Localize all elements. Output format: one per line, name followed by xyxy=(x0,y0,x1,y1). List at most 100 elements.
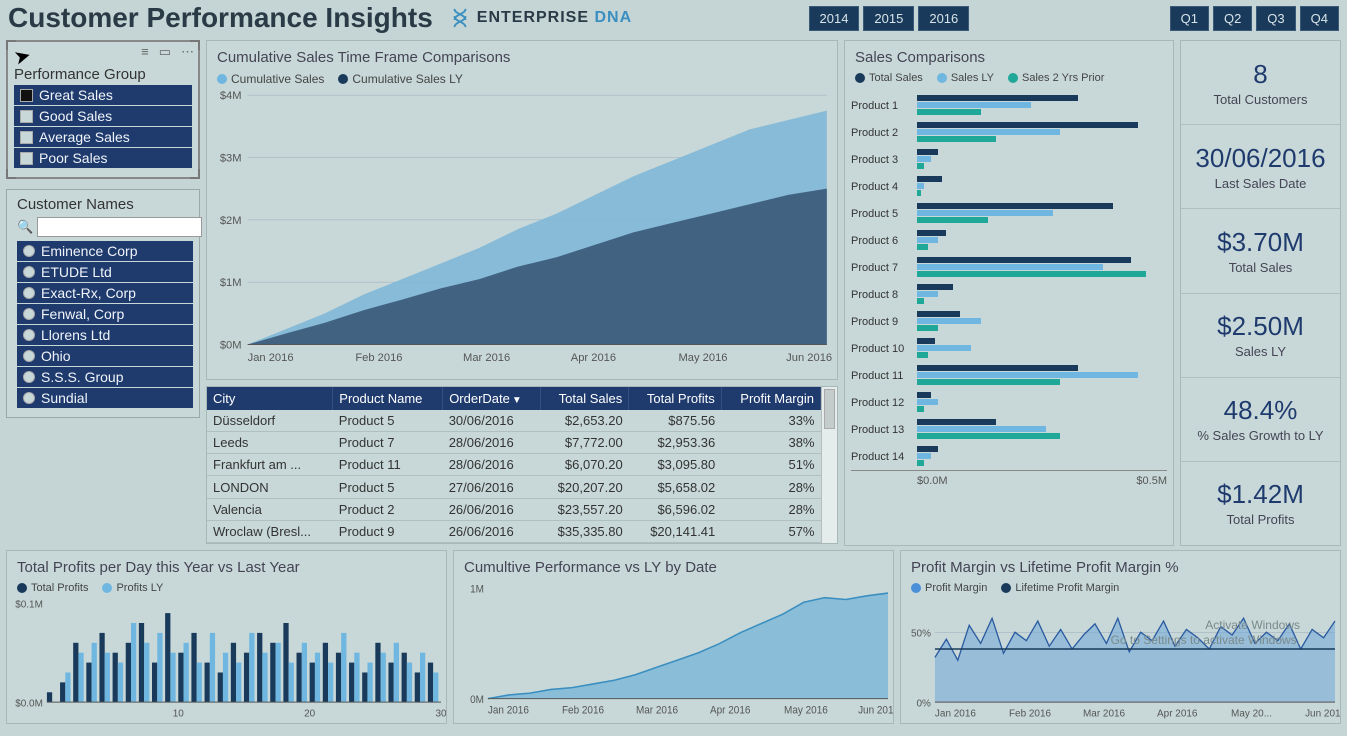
legend-item: Sales LY xyxy=(937,72,994,84)
svg-text:Apr 2016: Apr 2016 xyxy=(710,705,751,716)
sales-cmp-title: Sales Comparisons xyxy=(845,41,1173,70)
page-title: Customer Performance Insights xyxy=(8,2,433,34)
dna-icon xyxy=(449,7,471,29)
customer-item[interactable]: Llorens Ltd xyxy=(17,325,193,345)
legend-item: Sales 2 Yrs Prior xyxy=(1008,72,1104,84)
svg-text:$0.0M: $0.0M xyxy=(15,698,43,709)
table-row[interactable]: ValenciaProduct 226/06/2016$23,557.20$6,… xyxy=(207,498,821,520)
year-button-2014[interactable]: 2014 xyxy=(809,6,860,31)
year-buttons: 201420152016 xyxy=(809,6,970,31)
quarter-buttons: Q1Q2Q3Q4 xyxy=(1170,6,1339,31)
product-row[interactable]: Product 14 xyxy=(851,443,1167,470)
svg-text:$3M: $3M xyxy=(220,153,242,165)
customer-names-title: Customer Names xyxy=(17,196,193,213)
profit-margin-chart[interactable]: Profit Margin vs Lifetime Profit Margin … xyxy=(900,550,1341,724)
svg-text:$1M: $1M xyxy=(220,277,242,289)
svg-text:Jun 2016: Jun 2016 xyxy=(858,705,893,716)
svg-text:Jun 2016: Jun 2016 xyxy=(786,352,832,364)
product-row[interactable]: Product 13 xyxy=(851,416,1167,443)
perf-group-title: Performance Group xyxy=(14,66,192,83)
svg-text:Jun 2016: Jun 2016 xyxy=(1305,709,1340,720)
table-header[interactable]: Total Sales xyxy=(541,387,629,410)
table-header[interactable]: Profit Margin xyxy=(721,387,820,410)
svg-text:0%: 0% xyxy=(917,698,931,709)
table-header[interactable]: City xyxy=(207,387,333,410)
customer-item[interactable]: Fenwal, Corp xyxy=(17,304,193,324)
perf-group-item[interactable]: Good Sales xyxy=(14,106,192,126)
focus-icon[interactable]: ▭ xyxy=(159,44,171,60)
svg-text:Mar 2016: Mar 2016 xyxy=(463,352,510,364)
product-row[interactable]: Product 1 xyxy=(851,92,1167,119)
cumulative-chart-title: Cumulative Sales Time Frame Comparisons xyxy=(207,41,837,70)
table-header[interactable]: Total Profits xyxy=(629,387,722,410)
profits-per-day-chart[interactable]: Total Profits per Day this Year vs Last … xyxy=(6,550,447,724)
legend-item: Cumulative Sales xyxy=(217,72,324,86)
product-row[interactable]: Product 9 xyxy=(851,308,1167,335)
product-row[interactable]: Product 8 xyxy=(851,281,1167,308)
sort-desc-icon: ▼ xyxy=(512,395,522,406)
svg-text:Apr 2016: Apr 2016 xyxy=(1157,709,1198,720)
performance-group-slicer[interactable]: ≡ ▭ ⋯ Performance Group Great SalesGood … xyxy=(6,40,200,179)
svg-text:10: 10 xyxy=(173,709,184,720)
kpi-card: 30/06/2016Last Sales Date xyxy=(1181,125,1340,209)
customer-item[interactable]: Ohio xyxy=(17,346,193,366)
product-row[interactable]: Product 3 xyxy=(851,146,1167,173)
customer-item[interactable]: ETUDE Ltd xyxy=(17,262,193,282)
sales-comparisons-chart[interactable]: Sales Comparisons Total SalesSales LYSal… xyxy=(844,40,1174,546)
quarter-button-Q2[interactable]: Q2 xyxy=(1213,6,1252,31)
svg-text:20: 20 xyxy=(304,709,315,720)
product-row[interactable]: Product 5 xyxy=(851,200,1167,227)
drag-icon[interactable]: ≡ xyxy=(141,44,149,60)
orders-table[interactable]: CityProduct NameOrderDate▼Total SalesTot… xyxy=(206,386,838,544)
customer-item[interactable]: Exact-Rx, Corp xyxy=(17,283,193,303)
more-icon[interactable]: ⋯ xyxy=(181,44,194,60)
svg-text:May 20...: May 20... xyxy=(1231,709,1272,720)
kpi-card: 8Total Customers xyxy=(1181,41,1340,125)
product-row[interactable]: Product 2 xyxy=(851,119,1167,146)
kpi-card: $3.70MTotal Sales xyxy=(1181,209,1340,293)
product-row[interactable]: Product 12 xyxy=(851,389,1167,416)
svg-text:Jan 2016: Jan 2016 xyxy=(488,705,529,716)
svg-text:50%: 50% xyxy=(911,628,931,639)
product-row[interactable]: Product 7 xyxy=(851,254,1167,281)
table-row[interactable]: LeedsProduct 728/06/2016$7,772.00$2,953.… xyxy=(207,432,821,454)
svg-text:$2M: $2M xyxy=(220,215,242,227)
kpi-card: 48.4%% Sales Growth to LY xyxy=(1181,378,1340,462)
perf-group-item[interactable]: Great Sales xyxy=(14,85,192,105)
table-header[interactable]: OrderDate▼ xyxy=(443,387,541,410)
perf-group-item[interactable]: Poor Sales xyxy=(14,148,192,168)
product-row[interactable]: Product 6 xyxy=(851,227,1167,254)
product-row[interactable]: Product 10 xyxy=(851,335,1167,362)
svg-text:0M: 0M xyxy=(470,695,484,706)
customer-item[interactable]: S.S.S. Group xyxy=(17,367,193,387)
table-row[interactable]: Frankfurt am ...Product 1128/06/2016$6,0… xyxy=(207,454,821,476)
svg-text:$0.1M: $0.1M xyxy=(15,599,43,610)
cumulative-performance-chart[interactable]: Cumultive Performance vs LY by Date 0M1M… xyxy=(453,550,894,724)
quarter-button-Q3[interactable]: Q3 xyxy=(1256,6,1295,31)
product-row[interactable]: Product 4 xyxy=(851,173,1167,200)
customer-names-slicer[interactable]: Customer Names 🔍 Eminence CorpETUDE LtdE… xyxy=(6,189,200,418)
svg-text:Jan 2016: Jan 2016 xyxy=(248,352,294,364)
table-row[interactable]: LONDONProduct 527/06/2016$20,207.20$5,65… xyxy=(207,476,821,498)
customer-item[interactable]: Sundial xyxy=(17,388,193,408)
table-row[interactable]: Wroclaw (Bresl...Product 926/06/2016$35,… xyxy=(207,520,821,542)
legend-item: Lifetime Profit Margin xyxy=(1001,582,1119,594)
year-button-2015[interactable]: 2015 xyxy=(863,6,914,31)
product-row[interactable]: Product 11 xyxy=(851,362,1167,389)
svg-text:1M: 1M xyxy=(470,584,484,595)
year-button-2016[interactable]: 2016 xyxy=(918,6,969,31)
perf-group-item[interactable]: Average Sales xyxy=(14,127,192,147)
table-row[interactable]: DüsseldorfProduct 530/06/2016$2,653.20$8… xyxy=(207,410,821,432)
legend-item: Profits LY xyxy=(102,582,163,594)
customer-search-input[interactable] xyxy=(37,217,202,237)
quarter-button-Q1[interactable]: Q1 xyxy=(1170,6,1209,31)
customer-item[interactable]: Eminence Corp xyxy=(17,241,193,261)
table-scrollbar[interactable] xyxy=(821,387,837,543)
table-header[interactable]: Product Name xyxy=(333,387,443,410)
legend-item: Profit Margin xyxy=(911,582,987,594)
svg-text:Mar 2016: Mar 2016 xyxy=(636,705,678,716)
quarter-button-Q4[interactable]: Q4 xyxy=(1300,6,1339,31)
svg-text:Jan 2016: Jan 2016 xyxy=(935,709,976,720)
legend-item: Cumulative Sales LY xyxy=(338,72,463,86)
cumulative-sales-chart[interactable]: Cumulative Sales Time Frame Comparisons … xyxy=(206,40,838,380)
